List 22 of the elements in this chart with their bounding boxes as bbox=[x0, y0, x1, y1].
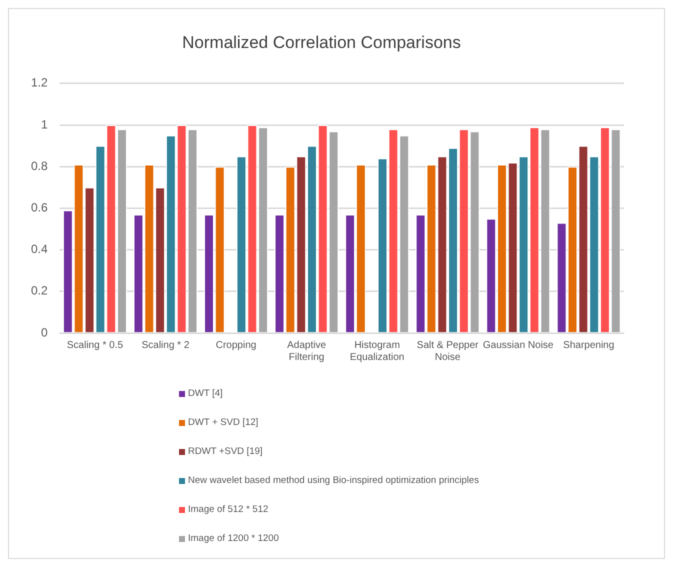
y-tick-label: 1.2 bbox=[30, 76, 48, 90]
x-tick-label: Scaling * 0.5 bbox=[66, 340, 124, 351]
x-tick-label: Sharpening bbox=[563, 340, 614, 351]
x-tick-label: Gaussian Noise bbox=[482, 340, 554, 351]
y-tick-label: 1 bbox=[40, 117, 48, 132]
y-tick-label: 0 bbox=[40, 325, 48, 340]
chart-title: Normalized Correlation Comparisons bbox=[182, 32, 461, 52]
x-tick-label: Scaling * 2 bbox=[142, 340, 190, 351]
x-tick-label: Salt & Pepper Noise bbox=[416, 340, 480, 363]
legend-label: Image of 512 * 512 bbox=[188, 504, 268, 515]
x-tick-label: Histogram Equalization bbox=[350, 340, 404, 363]
x-tick-label: Cropping bbox=[216, 340, 256, 351]
legend-label: New wavelet based method using Bio-inspired optimization principles bbox=[188, 475, 479, 486]
x-tick-label: Adaptive Filtering bbox=[287, 340, 326, 363]
legend-label: RDWT +SVD [19] bbox=[188, 446, 263, 457]
y-tick-label: 0.6 bbox=[30, 200, 48, 215]
y-tick-label: 0.8 bbox=[30, 158, 48, 173]
y-tick-label: 0.2 bbox=[30, 284, 48, 298]
legend-label: DWT [4] bbox=[188, 388, 223, 399]
y-tick-label: 0.4 bbox=[30, 242, 48, 256]
legend-label: Image of 1200 * 1200 bbox=[188, 533, 279, 544]
legend-label: DWT + SVD [12] bbox=[188, 417, 258, 428]
